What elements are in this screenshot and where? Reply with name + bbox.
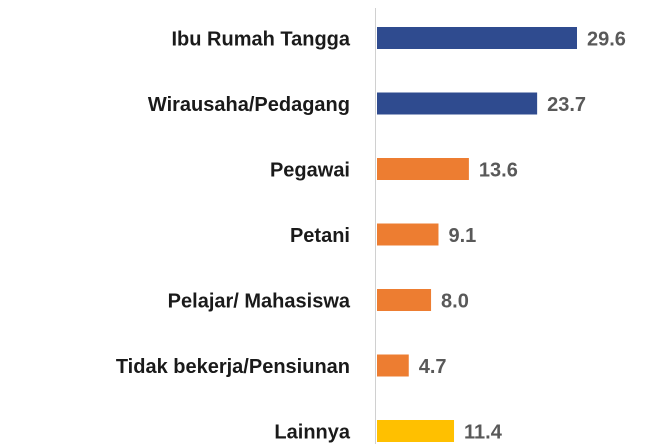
bar <box>377 158 469 180</box>
value-label: 9.1 <box>448 225 476 247</box>
category-label: Pelajar/ Mahasiswa <box>168 290 351 312</box>
category-label: Ibu Rumah Tangga <box>171 28 350 50</box>
bar <box>377 420 455 442</box>
bar <box>377 289 432 311</box>
bar <box>377 354 409 377</box>
bar <box>377 92 538 115</box>
bar <box>377 27 577 49</box>
category-label: Petani <box>290 225 350 247</box>
value-label: 23.7 <box>547 94 586 116</box>
value-label: 4.7 <box>419 356 447 378</box>
category-label: Wirausaha/Pedagang <box>148 94 350 116</box>
value-label: 8.0 <box>441 290 469 312</box>
bar <box>377 223 439 246</box>
category-label: Tidak bekerja/Pensiunan <box>116 356 350 378</box>
value-label: 29.6 <box>587 28 626 50</box>
category-label: Lainnya <box>274 421 350 443</box>
value-label: 13.6 <box>479 159 518 181</box>
category-label: Pegawai <box>270 159 350 181</box>
value-label: 11.4 <box>464 421 503 443</box>
